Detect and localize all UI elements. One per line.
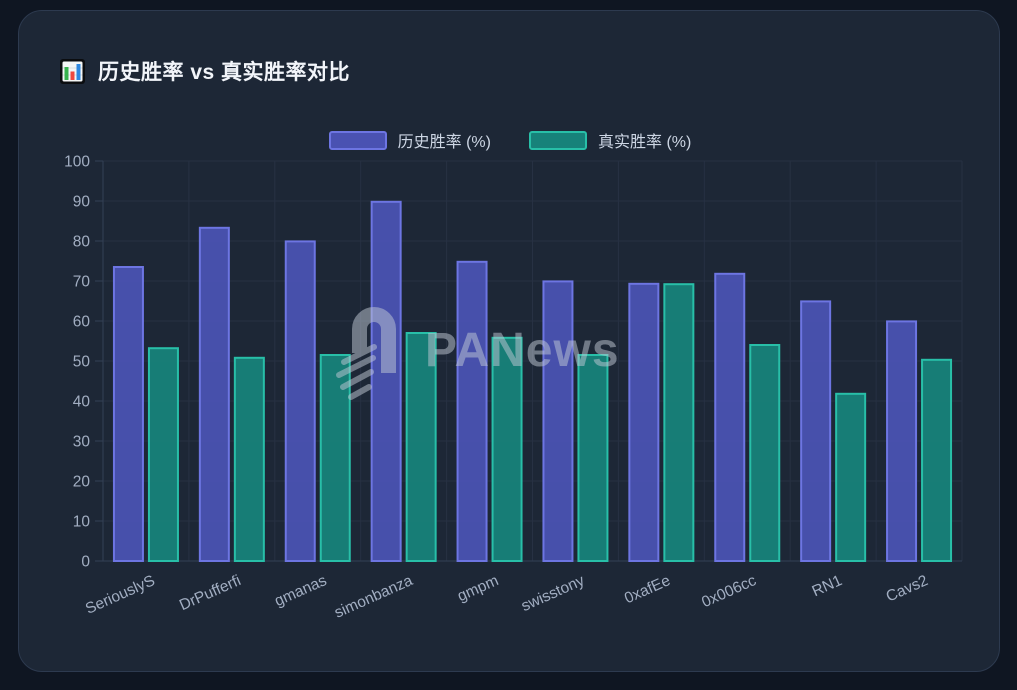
bar-chart-icon [60, 58, 85, 84]
panews-logo [348, 384, 372, 400]
legend-swatch-historical [328, 130, 387, 150]
legend-label-historical: 历史胜率 (%) [397, 134, 491, 151]
panews-watermark-text: PANews [425, 324, 620, 377]
legend-item-historical[interactable]: 历史胜率 (%) [328, 128, 491, 152]
legend-item-real[interactable]: 真实胜率 (%) [529, 128, 691, 152]
chart-header: 历史胜率 vs 真实胜率对比 [59, 56, 350, 86]
bar-real-gmpm[interactable] [491, 336, 523, 562]
y-tick-label: 10 [73, 514, 91, 531]
y-tick-label: 40 [73, 394, 91, 411]
x-tick-label-swisstony: swisstony [519, 572, 588, 615]
legend-swatch-real [529, 130, 587, 150]
bar-historical-Cavs2[interactable] [886, 320, 918, 562]
bar-historical-swisstony[interactable] [542, 280, 574, 562]
bar-real-Cavs2[interactable] [921, 358, 953, 562]
bar-historical-simonbanza[interactable] [370, 200, 402, 563]
panews-watermark: PANews [336, 307, 620, 400]
x-tick-label-gmpm: gmpm [455, 572, 501, 605]
bar-historical-gmanas[interactable] [284, 240, 316, 562]
legend-label-real: 真实胜率 (%) [598, 134, 692, 151]
y-tick-label: 30 [73, 434, 91, 451]
x-tick-label-RN1: RN1 [810, 572, 845, 600]
x-tick-label-SeriouslyS: SeriouslyS [83, 572, 158, 618]
bar-real-0xafEe[interactable] [663, 283, 695, 562]
panews-logo [336, 355, 376, 378]
x-tick-label-DrPufferfi: DrPufferfi [177, 572, 243, 614]
y-tick-label: 80 [73, 234, 91, 251]
x-tick-label-0xafEe: 0xafEe [622, 572, 673, 607]
bar-real-swisstony[interactable] [577, 354, 609, 562]
bar-real-simonbanza[interactable] [405, 332, 437, 562]
y-tick-label: 60 [73, 314, 91, 331]
x-tick-label-gmanas: gmanas [272, 572, 330, 610]
y-tick-label: 50 [73, 354, 91, 371]
panews-logo [340, 369, 374, 390]
x-tick-label-0x006cc: 0x006cc [699, 572, 759, 611]
y-tick-label: 20 [73, 474, 91, 491]
bar-real-SeriouslyS[interactable] [147, 347, 179, 563]
bar-historical-SeriouslyS[interactable] [112, 266, 144, 562]
x-tick-label-Cavs2: Cavs2 [884, 572, 931, 605]
y-tick-label: 90 [73, 194, 91, 211]
bar-real-DrPufferfi[interactable] [233, 356, 265, 562]
bar-historical-DrPufferfi[interactable] [198, 226, 230, 563]
bar-historical-0x006cc[interactable] [714, 272, 746, 562]
y-tick-label: 100 [64, 154, 90, 171]
bar-historical-0xafEe[interactable] [628, 282, 660, 562]
chart-legend: 历史胜率 (%) 真实胜率 (%) [19, 128, 1001, 152]
bar-real-RN1[interactable] [835, 392, 867, 562]
y-tick-label: 70 [73, 274, 91, 291]
panews-logo [341, 344, 377, 365]
x-tick-label-simonbanza: simonbanza [332, 572, 416, 622]
bar-historical-RN1[interactable] [800, 300, 832, 562]
chart-title: 历史胜率 vs 真实胜率对比 [98, 61, 351, 84]
panews-logo [352, 307, 396, 373]
bar-real-0x006cc[interactable] [749, 344, 781, 562]
bar-historical-gmpm[interactable] [456, 260, 488, 562]
y-tick-label: 0 [81, 554, 90, 571]
